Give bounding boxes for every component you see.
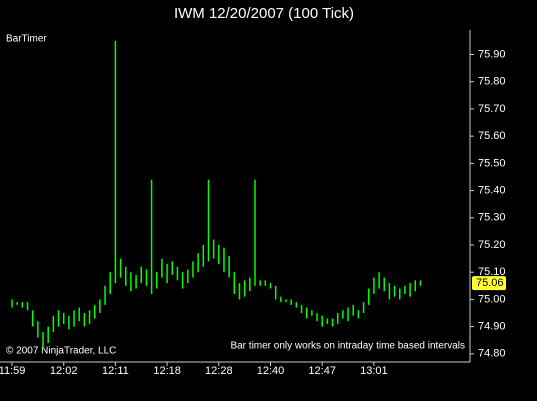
x-tick-label: 13:01	[360, 365, 388, 377]
y-tick-label: 74.90	[478, 321, 506, 333]
y-tick-label: 75.20	[478, 239, 506, 251]
x-tick-label: 12:47	[308, 365, 336, 377]
y-tick-label: 75.80	[478, 76, 506, 88]
annotation: Bar timer only works on intraday time ba…	[230, 341, 465, 352]
x-tick-label: 12:28	[205, 365, 233, 377]
last-price-box	[472, 276, 506, 291]
y-tick-label: 75.90	[478, 48, 506, 60]
indicator-label: BarTimer	[6, 34, 47, 45]
y-tick-label: 74.80	[478, 348, 506, 360]
y-tick-label: 75.00	[478, 293, 506, 305]
y-tick-label: 75.10	[478, 266, 506, 278]
last-price-label: 75.06	[476, 277, 504, 289]
x-tick-label: 12:40	[257, 365, 285, 377]
x-tick-label: 11:59	[0, 365, 25, 377]
copyright: © 2007 NinjaTrader, LLC	[6, 346, 116, 357]
x-tick-label: 12:18	[153, 365, 181, 377]
y-tick-label: 75.60	[478, 130, 506, 142]
chart-title: IWM 12/20/2007 (100 Tick)	[174, 5, 354, 22]
y-tick-label: 75.40	[478, 184, 506, 196]
x-tick-label: 12:11	[102, 365, 129, 377]
x-tick-label: 12:02	[50, 365, 78, 377]
y-tick-label: 75.70	[478, 103, 506, 115]
y-tick-label: 75.30	[478, 212, 506, 224]
y-tick-label: 75.50	[478, 157, 506, 169]
